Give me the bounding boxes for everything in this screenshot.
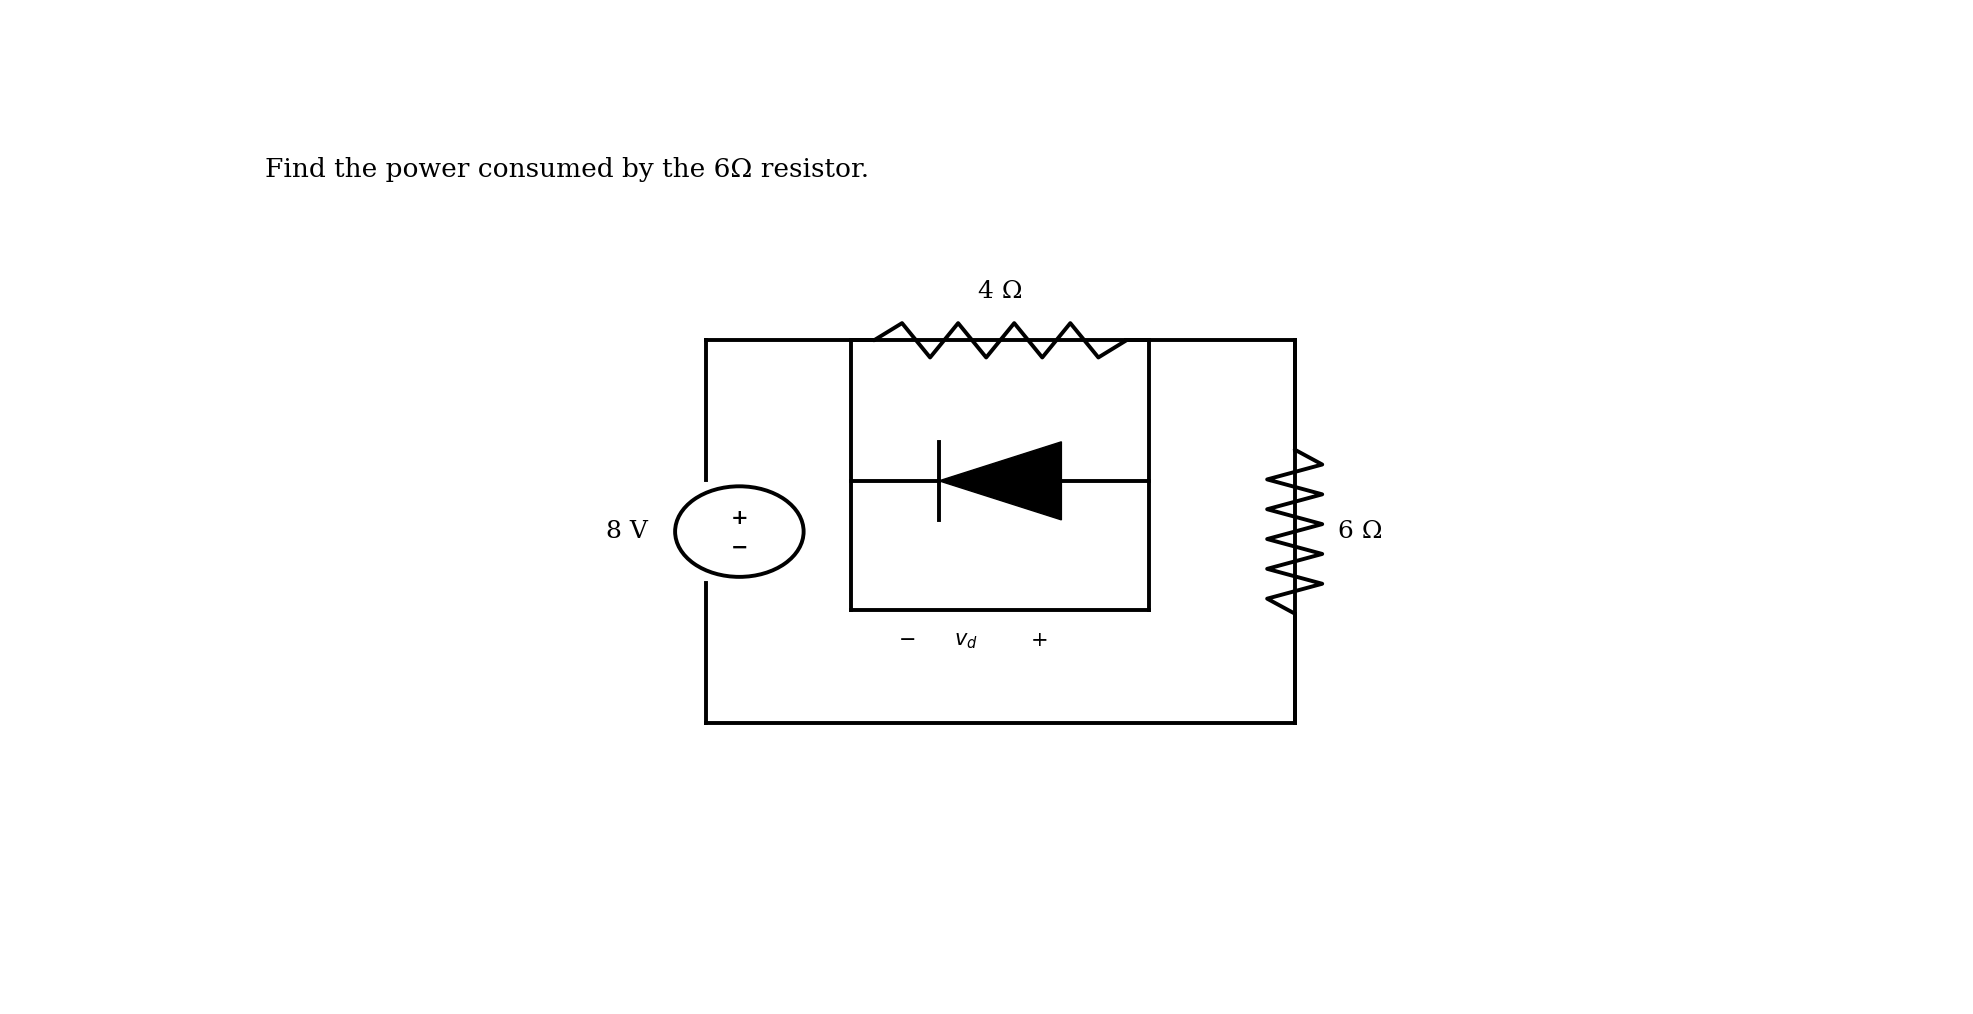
Text: 4 Ω: 4 Ω [977, 280, 1022, 303]
Text: 8 V: 8 V [606, 520, 647, 544]
Text: +: + [1030, 632, 1048, 650]
Text: −: − [898, 632, 915, 650]
Polygon shape [939, 442, 1061, 520]
Text: $v_d$: $v_d$ [953, 631, 977, 651]
Text: −: − [730, 537, 748, 558]
Text: +: + [730, 508, 748, 527]
Text: Find the power consumed by the 6Ω resistor.: Find the power consumed by the 6Ω resist… [264, 157, 868, 182]
Text: 6 Ω: 6 Ω [1338, 520, 1381, 544]
